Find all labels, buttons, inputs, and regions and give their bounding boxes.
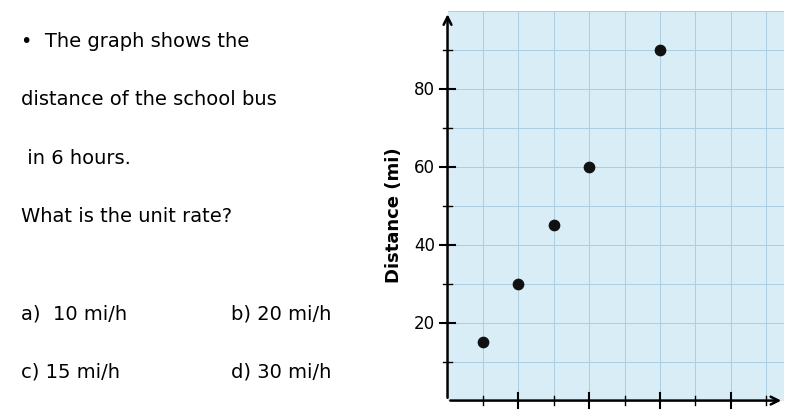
Text: a)  10 mi/h: a) 10 mi/h xyxy=(21,304,126,323)
Text: 20: 20 xyxy=(414,314,435,332)
Point xyxy=(582,164,595,171)
Text: Distance (mi): Distance (mi) xyxy=(386,147,403,282)
Text: 40: 40 xyxy=(414,236,435,254)
Text: 60: 60 xyxy=(414,159,435,177)
Text: d) 30 mi/h: d) 30 mi/h xyxy=(231,362,331,381)
Point xyxy=(547,223,560,229)
Text: •  The graph shows the: • The graph shows the xyxy=(21,32,249,51)
Point xyxy=(477,339,490,346)
Point xyxy=(654,48,666,55)
Text: in 6 hours.: in 6 hours. xyxy=(21,148,130,167)
Text: 80: 80 xyxy=(414,81,435,99)
Text: b) 20 mi/h: b) 20 mi/h xyxy=(231,304,331,323)
Text: distance of the school bus: distance of the school bus xyxy=(21,90,276,109)
Text: c) 15 mi/h: c) 15 mi/h xyxy=(21,362,120,381)
Point xyxy=(512,281,525,287)
Text: What is the unit rate?: What is the unit rate? xyxy=(21,206,232,225)
